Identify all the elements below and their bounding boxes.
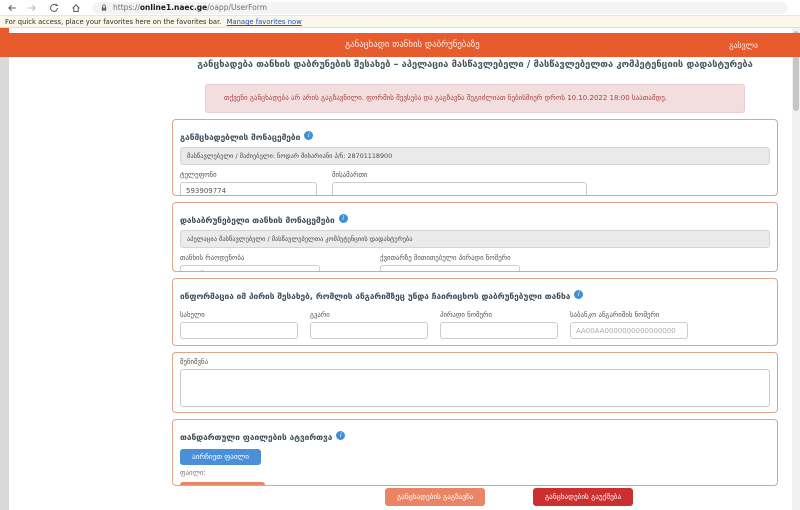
url-text: https://online1.naec.ge/oapp/UserForm [113, 2, 267, 14]
phone-input[interactable] [180, 182, 317, 195]
logout-link[interactable]: გასვლა [729, 41, 758, 50]
favorites-hint-text: For quick access, place your favorites h… [5, 18, 222, 26]
phone-label: ტელეფონი [180, 171, 217, 179]
first-name-input[interactable] [180, 322, 298, 339]
refund-readonly-info: აპელაცია მასწავლებელი / მასწავლებელთა კო… [180, 230, 770, 248]
app-header-bar: განაცხადი თანხის დაბრუნებაზე გასვლა [0, 33, 800, 57]
last-name-label: გვარი [310, 311, 330, 319]
info-icon[interactable] [304, 131, 314, 140]
first-name-label: სახელი [180, 311, 205, 319]
lock-icon[interactable] [100, 4, 108, 12]
browser-toolbar: https://online1.naec.ge/oapp/UserForm [0, 0, 800, 16]
page-scrollbar [792, 28, 800, 510]
section-file-upload: თანდართული ფაილების ატვირთვა აირჩიეთ ფაი… [172, 419, 778, 486]
receipt-id-input[interactable] [380, 265, 520, 271]
receipt-id-label: ქვითარზე მითითებული პირადი ნომერი [380, 254, 511, 262]
note-label: შენიშვნა [180, 358, 209, 366]
section-recipient-title: ინფორმაცია იმ პირის შესახებ, რომლის ანგა… [180, 291, 571, 301]
applicant-readonly-info: მასწავლებელი / მაძიებელი: ნოდარ მიხარიან… [180, 147, 770, 165]
address-bar[interactable]: https://online1.naec.ge/oapp/UserForm [92, 2, 788, 14]
bank-account-input[interactable] [570, 322, 688, 339]
section-upload-title: თანდართული ფაილების ატვირთვა [180, 432, 333, 442]
left-gutter [0, 28, 9, 510]
status-alert: თქვენი განცხადება არ არის გაგზავნილი. ფო… [205, 84, 745, 113]
url-path: /oapp/UserForm [207, 3, 268, 12]
section-applicant-data: განმცხადებლის მონაცემები მასწავლებელი / … [172, 119, 778, 196]
section-applicant-title: განმცხადებლის მონაცემები [180, 132, 301, 142]
app-title: განაცხადი თანხის დაბრუნებაზე [345, 40, 480, 50]
note-textarea[interactable] [180, 369, 770, 407]
upload-file-button[interactable]: ფაილის ატვირთვა [180, 482, 266, 485]
refresh-icon[interactable] [49, 3, 59, 13]
forward-icon[interactable] [27, 3, 37, 13]
choose-file-button[interactable]: აირჩიეთ ფაილი [180, 449, 261, 465]
submit-application-button[interactable]: განცხადების გაგზავნა [385, 488, 486, 506]
section-refund-title: დასაბრუნებელი თანხის მონაცემები [180, 215, 335, 225]
amount-input[interactable] [180, 265, 320, 271]
favorites-bar: For quick access, place your favorites h… [0, 16, 800, 28]
file-label: ფაილი: [180, 469, 206, 477]
back-icon[interactable] [7, 3, 17, 13]
url-host: online1.naec.ge [139, 3, 208, 12]
scrollbar-thumb[interactable] [793, 31, 799, 111]
address-input[interactable] [332, 182, 587, 195]
section-recipient-info: ინფორმაცია იმ პირის შესახებ, რომლის ანგა… [172, 278, 778, 346]
bank-account-label: საბანკო ანგარიშის ნომერი [570, 311, 660, 319]
info-icon[interactable] [336, 431, 346, 440]
page-title: განცხადება თანხის დაბრუნების შესახებ – ა… [197, 59, 753, 70]
info-icon[interactable] [574, 290, 584, 299]
manage-favorites-link[interactable]: Manage favorites now [226, 18, 302, 26]
home-icon[interactable] [71, 3, 81, 13]
section-note: შენიშვნა [172, 352, 778, 413]
section-refund-data: დასაბრუნებელი თანხის მონაცემები აპელაცია… [172, 202, 778, 272]
personal-id-input[interactable] [440, 322, 558, 339]
last-name-input[interactable] [310, 322, 428, 339]
info-icon[interactable] [338, 214, 348, 223]
address-label: მისამართი [332, 171, 368, 179]
cancel-application-button[interactable]: განცხადების გაუქმება [533, 488, 634, 506]
personal-id-label: პირადი ნომერი [440, 311, 492, 319]
amount-label: თანხის რაოდენობა [180, 254, 245, 262]
url-scheme: https:// [113, 3, 140, 12]
